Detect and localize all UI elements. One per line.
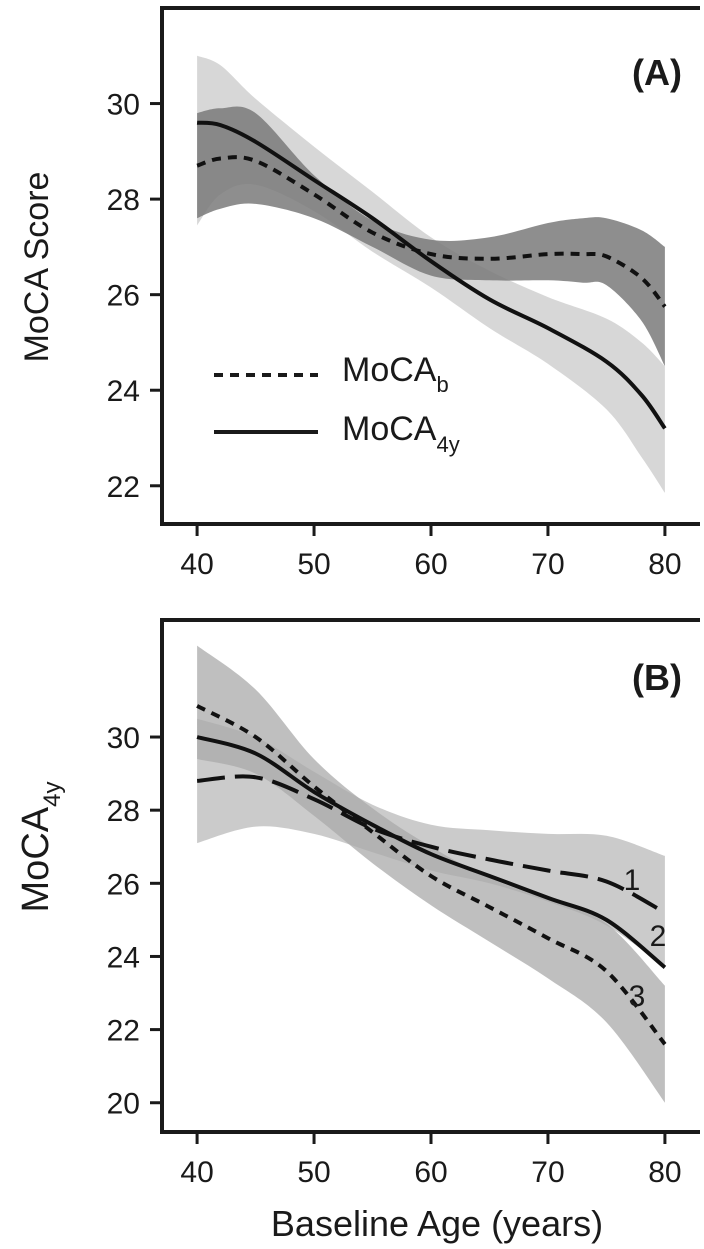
legend-label-moca-4y-main: MoCA bbox=[342, 410, 437, 448]
legend-label-moca-4y-sub: 4y bbox=[436, 432, 459, 457]
panel-b-y-axis-title: MoCA4y bbox=[15, 782, 66, 913]
y-tick-label-26: 26 bbox=[107, 868, 140, 901]
legend-label-moca-b-main: MoCA bbox=[342, 351, 437, 389]
panel-b-label: (B) bbox=[632, 657, 682, 698]
x-tick-label-50: 50 bbox=[297, 1156, 330, 1189]
y-tick-label-26: 26 bbox=[107, 280, 140, 313]
x-tick-label-40: 40 bbox=[180, 1156, 213, 1189]
y-tick-label-24: 24 bbox=[107, 941, 140, 974]
x-tick-label-60: 60 bbox=[414, 1156, 447, 1189]
series-label-1: 1 bbox=[624, 864, 641, 897]
panel-a-label: (A) bbox=[632, 52, 682, 93]
y-tick-label-30: 30 bbox=[107, 722, 140, 755]
x-tick-label-80: 80 bbox=[648, 1156, 681, 1189]
x-tick-label-50: 50 bbox=[297, 548, 330, 581]
series-line-moca-b bbox=[196, 155, 667, 308]
legend-label-moca-b: MoCAb bbox=[342, 351, 449, 397]
panel-a-y-axis-title: MoCA Score bbox=[18, 172, 56, 363]
y-tick-label-22: 22 bbox=[107, 1015, 140, 1048]
x-tick-label-70: 70 bbox=[531, 548, 564, 581]
x-axis-title: Baseline Age (years) bbox=[271, 1203, 603, 1244]
y-tick-label-22: 22 bbox=[107, 471, 140, 504]
panel-b-y-axis-title-sub: 4y bbox=[39, 782, 66, 807]
x-tick-label-40: 40 bbox=[180, 548, 213, 581]
panel-b-lines bbox=[196, 704, 667, 1046]
series-line-1 bbox=[196, 774, 666, 915]
y-tick-label-28: 28 bbox=[107, 795, 140, 828]
series-line-moca-4y bbox=[196, 120, 667, 430]
series-label-2: 2 bbox=[650, 920, 667, 953]
series-line-2 bbox=[196, 735, 667, 969]
panel-a-legend: MoCAb MoCA4y bbox=[214, 351, 460, 457]
ci-band-moca-b bbox=[197, 106, 665, 367]
x-tick-label-60: 60 bbox=[414, 548, 447, 581]
y-tick-label-28: 28 bbox=[107, 184, 140, 217]
panel-a-lines bbox=[196, 120, 667, 430]
panel-b-ticks: 40 50 60 70 80 20 22 24 26 28 30 bbox=[107, 722, 682, 1189]
y-tick-label-24: 24 bbox=[107, 375, 140, 408]
legend-label-moca-b-sub: b bbox=[436, 372, 448, 397]
x-tick-label-80: 80 bbox=[648, 548, 681, 581]
y-tick-label-20: 20 bbox=[107, 1088, 140, 1121]
panel-a-bands bbox=[197, 55, 665, 493]
y-tick-label-30: 30 bbox=[107, 89, 140, 122]
panel-b-y-axis-title-main: MoCA bbox=[15, 806, 57, 912]
series-line-3 bbox=[196, 704, 667, 1046]
series-label-3: 3 bbox=[629, 980, 646, 1013]
x-tick-label-70: 70 bbox=[531, 1156, 564, 1189]
panel-a-ticks: 40 50 60 70 80 22 24 26 28 30 bbox=[107, 89, 682, 581]
panel-a: 40 50 60 70 80 22 24 26 28 30 (A) MoCA Score MoCA… bbox=[18, 6, 700, 581]
legend-label-moca-4y: MoCA4y bbox=[342, 410, 460, 457]
